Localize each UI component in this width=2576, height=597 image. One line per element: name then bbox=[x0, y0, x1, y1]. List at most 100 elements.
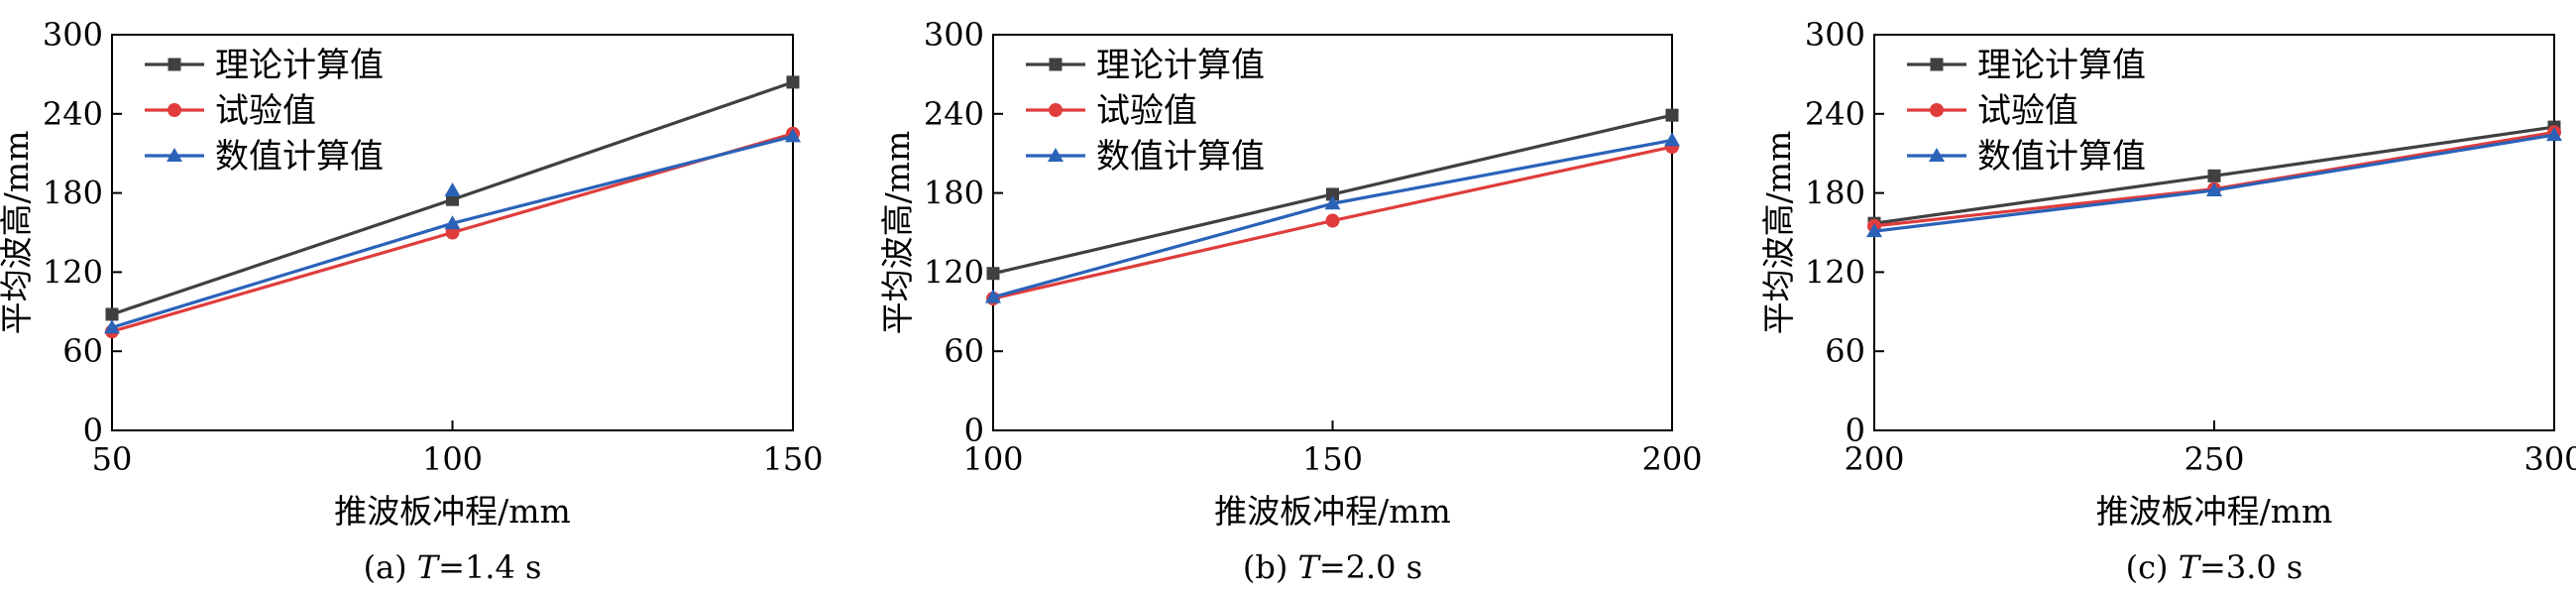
legend-item: 试验值 bbox=[1026, 91, 1197, 131]
x-tick-label: 150 bbox=[762, 440, 823, 478]
data-point bbox=[1665, 108, 1679, 122]
data-point bbox=[985, 289, 1001, 303]
data-point bbox=[1326, 187, 1339, 201]
data-point-extra bbox=[444, 181, 461, 196]
y-tick-label: 300 bbox=[43, 16, 103, 54]
series-2 bbox=[986, 140, 1679, 305]
data-point bbox=[1325, 213, 1340, 228]
series-1 bbox=[1867, 120, 2561, 230]
legend-marker bbox=[1049, 103, 1063, 117]
data-point bbox=[2206, 181, 2222, 196]
y-tick-label: 60 bbox=[1825, 332, 1865, 370]
legend-item: 理论计算值 bbox=[1026, 46, 1265, 85]
series-3 bbox=[104, 128, 801, 334]
data-point bbox=[446, 192, 459, 206]
y-tick-label: 240 bbox=[1805, 95, 1865, 133]
y-tick-label: 300 bbox=[924, 16, 984, 54]
x-axis-label: 推波板冲程/mm bbox=[2096, 492, 2333, 531]
chart-panel-3: 0 60 120 180 240 300 200 250 300 推波板冲程/mm 平均波高/mm (… bbox=[1759, 16, 2576, 586]
y-tick-label: 120 bbox=[924, 253, 984, 291]
data-point bbox=[1324, 195, 1341, 210]
x-tick-label: 100 bbox=[962, 440, 1023, 478]
data-point bbox=[2207, 169, 2221, 182]
data-point bbox=[1866, 223, 1882, 238]
legend-marker bbox=[1049, 58, 1063, 71]
caption-prefix: (c) bbox=[2126, 548, 2179, 586]
caption-prefix: (b) bbox=[1243, 548, 1298, 586]
legend-item: 理论计算值 bbox=[145, 46, 384, 85]
series-1 bbox=[105, 75, 800, 321]
x-tick-label: 100 bbox=[422, 440, 483, 478]
y-axis-label: 平均波高/mm bbox=[1759, 131, 1798, 335]
caption-value: =1.4 s bbox=[438, 548, 541, 586]
chart-panel-1: 0 60 120 180 240 300 50 100 150 推波板冲程/mm 平均波高/mm (a… bbox=[0, 16, 824, 586]
panel-caption: (c) T=3.0 s bbox=[2126, 548, 2303, 586]
series-3 bbox=[985, 132, 1680, 303]
chart-panel-2: 0 60 120 180 240 300 100 150 200 推波板冲程/mm 平均波高/mm (… bbox=[878, 16, 1703, 586]
x-tick-label: 200 bbox=[1641, 440, 1702, 478]
series-2 bbox=[105, 126, 800, 339]
legend-label: 试验值 bbox=[1977, 91, 2078, 131]
x-tick-label: 300 bbox=[2523, 440, 2576, 478]
x-tick-label: 200 bbox=[1844, 440, 1904, 478]
legend-marker bbox=[1930, 103, 1944, 117]
data-point bbox=[104, 319, 120, 334]
y-axis-label: 平均波高/mm bbox=[878, 131, 917, 335]
y-tick-label: 240 bbox=[43, 95, 103, 133]
series-1 bbox=[986, 108, 1679, 281]
data-point bbox=[105, 307, 119, 321]
data-point bbox=[444, 215, 461, 230]
y-tick-label: 180 bbox=[1805, 175, 1865, 212]
y-tick-label: 0 bbox=[1846, 412, 1865, 449]
y-tick-label: 120 bbox=[1805, 253, 1865, 291]
data-point bbox=[2546, 127, 2562, 142]
legend-marker bbox=[168, 103, 181, 117]
panel-caption: (b) T=2.0 s bbox=[1243, 548, 1422, 586]
data-point bbox=[785, 128, 801, 143]
data-point bbox=[1664, 132, 1680, 147]
data-point bbox=[986, 267, 1000, 281]
legend-label: 试验值 bbox=[215, 91, 316, 131]
x-tick-label: 150 bbox=[1302, 440, 1363, 478]
y-tick-label: 0 bbox=[83, 412, 103, 449]
series-3 bbox=[1866, 127, 2562, 238]
plot-frame bbox=[992, 34, 1673, 431]
legend-label: 理论计算值 bbox=[1977, 46, 2146, 85]
legend-label: 试验值 bbox=[1096, 91, 1197, 131]
legend-item: 试验值 bbox=[145, 91, 316, 131]
legend-label: 数值计算值 bbox=[1977, 137, 2146, 177]
y-tick-label: 0 bbox=[964, 412, 984, 449]
y-tick-label: 180 bbox=[924, 175, 984, 212]
legend-marker bbox=[1929, 148, 1945, 162]
legend-label: 数值计算值 bbox=[215, 137, 384, 177]
caption-prefix: (a) bbox=[364, 548, 417, 586]
y-tick-label: 300 bbox=[1805, 16, 1865, 54]
y-tick-label: 60 bbox=[62, 332, 103, 370]
legend-label: 数值计算值 bbox=[1096, 137, 1265, 177]
y-tick-label: 240 bbox=[924, 95, 984, 133]
y-tick-label: 180 bbox=[43, 175, 103, 212]
legend-label: 理论计算值 bbox=[215, 46, 384, 85]
caption-variable: T bbox=[2179, 548, 2202, 586]
legend-label: 理论计算值 bbox=[1096, 46, 1265, 85]
legend-item: 理论计算值 bbox=[1907, 46, 2146, 85]
caption-variable: T bbox=[417, 548, 441, 586]
caption-value: =2.0 s bbox=[1319, 548, 1422, 586]
legend-marker bbox=[1048, 148, 1064, 162]
legend-marker bbox=[167, 148, 182, 162]
legend-marker bbox=[168, 58, 181, 71]
legend-marker bbox=[1930, 58, 1944, 71]
x-tick-label: 50 bbox=[92, 440, 133, 478]
y-tick-label: 60 bbox=[944, 332, 984, 370]
legend-item: 试验值 bbox=[1907, 91, 2078, 131]
x-tick-label: 250 bbox=[2184, 440, 2244, 478]
legend-item: 数值计算值 bbox=[1026, 137, 1265, 177]
caption-value: =3.0 s bbox=[2199, 548, 2302, 586]
y-tick-label: 120 bbox=[43, 253, 103, 291]
x-axis-label: 推波板冲程/mm bbox=[1214, 492, 1451, 531]
data-point bbox=[786, 75, 800, 89]
